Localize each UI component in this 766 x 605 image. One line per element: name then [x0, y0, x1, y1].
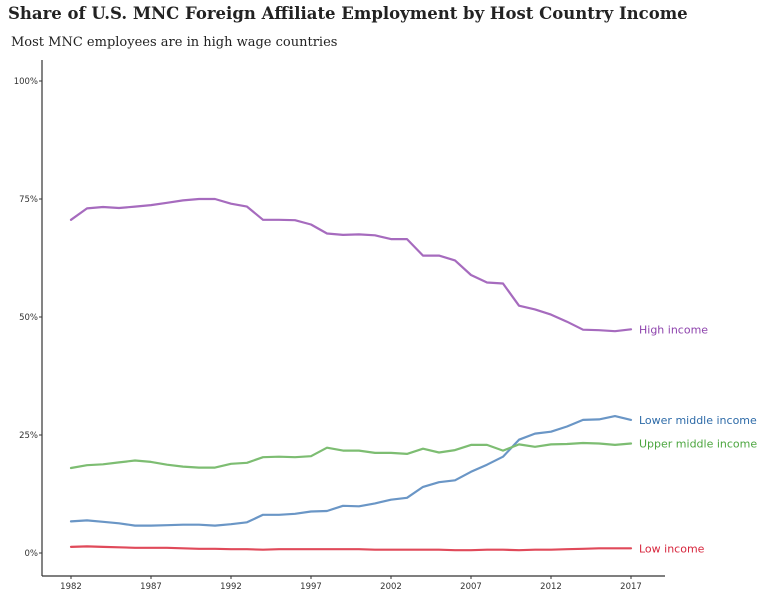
series-label: Upper middle income: [639, 437, 757, 450]
x-tick-label: 2017: [620, 582, 642, 592]
x-tick-label: 2002: [380, 582, 402, 592]
series-label: High income: [639, 323, 708, 336]
y-tick-label: 0%: [25, 549, 39, 559]
x-tick-label: 2012: [540, 582, 562, 592]
x-tick-label: 1982: [60, 582, 82, 592]
axes: 0% 25% 50% 75% 100% 1982 1987 1992 1997 2002 2007 2…: [14, 60, 665, 592]
series-label: Lower middle income: [639, 414, 757, 427]
series-line: [69, 545, 633, 552]
series-line: [69, 415, 633, 527]
chart-subtitle: Most MNC employees are in high wage coun…: [11, 35, 338, 50]
y-tick-label: 25%: [19, 431, 38, 441]
y-tick-label: 50%: [19, 313, 38, 323]
y-tick-label: 75%: [19, 195, 38, 205]
x-tick-label: 1987: [140, 582, 162, 592]
x-tick-label: 2007: [460, 582, 482, 592]
series-labels: High income Lower middle income Upper midd…: [639, 323, 757, 555]
y-tick-label: 100%: [14, 77, 38, 87]
series-line: [69, 441, 633, 470]
chart-title: Share of U.S. MNC Foreign Affiliate Empl…: [8, 4, 688, 23]
series-label: Low income: [639, 542, 705, 555]
x-tick-label: 1997: [300, 582, 322, 592]
x-tick-label: 1992: [220, 582, 242, 592]
series-line: [69, 197, 633, 333]
series-lines: [69, 197, 633, 552]
